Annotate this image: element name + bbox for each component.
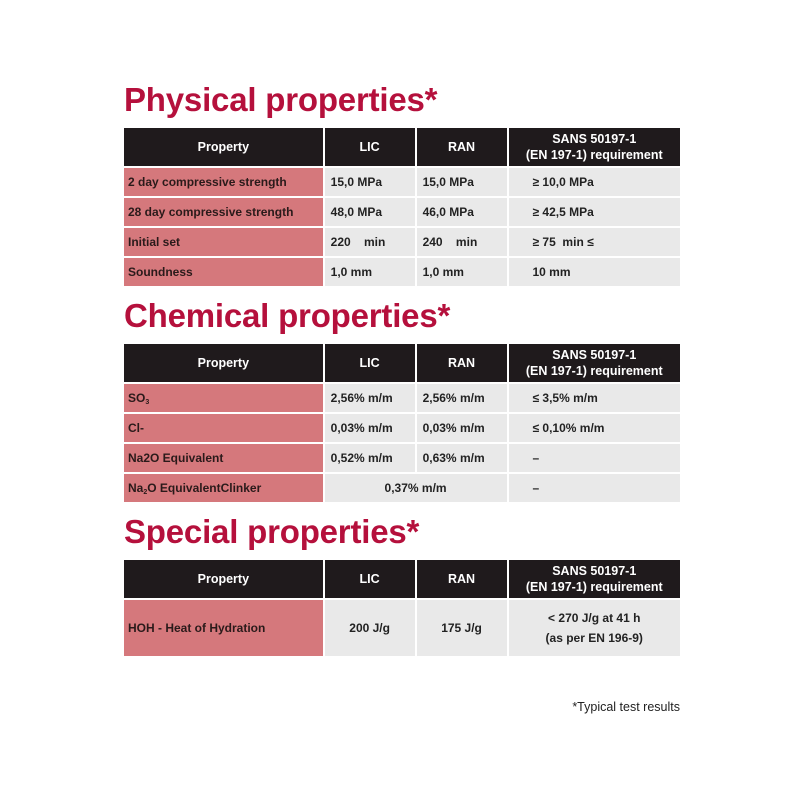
table-row: Soundness 1,0 mm 1,0 mm 10 mm [124, 258, 680, 286]
properties-sheet: Physical properties* Property LIC RAN SA… [124, 80, 680, 658]
property-subscript: 2 [143, 488, 148, 496]
requirement-cell: ≤ 3,5% m/m [508, 384, 680, 412]
special-properties-section: Special properties* Property LIC RAN SAN… [124, 512, 680, 658]
header-requirement: SANS 50197-1 (EN 197-1) requirement [508, 344, 680, 382]
table-row: Na2O EquivalentClinker 0,37% m/m – [124, 474, 680, 502]
ran-cell: 240 min [416, 228, 507, 256]
table-row: SO3 2,56% m/m 2,56% m/m ≤ 3,5% m/m [124, 384, 680, 412]
requirement-cell: ≤ 0,10% m/m [508, 414, 680, 442]
table-row: Na2O Equivalent 0,52% m/m 0,63% m/m – [124, 444, 680, 472]
property-cell: 28 day compressive strength [124, 198, 323, 226]
header-requirement-line1: SANS 50197-1 [552, 348, 637, 362]
table-row: 28 day compressive strength 48,0 MPa 46,… [124, 198, 680, 226]
header-ran: RAN [416, 560, 507, 598]
property-cell: HOH - Heat of Hydration [124, 600, 323, 656]
ran-cell: 175 J/g [416, 600, 507, 656]
property-cell: SO3 [124, 384, 323, 412]
requirement-cell: ≥ 75 min ≤ [508, 228, 680, 256]
chemical-properties-section: Chemical properties* Property LIC RAN SA… [124, 296, 680, 504]
ran-cell: 46,0 MPa [416, 198, 507, 226]
header-requirement: SANS 50197-1 (EN 197-1) requirement [508, 128, 680, 166]
property-subscript: 3 [145, 398, 150, 406]
chemical-properties-table: Property LIC RAN SANS 50197-1 (EN 197-1)… [122, 342, 682, 504]
ran-cell: 0,03% m/m [416, 414, 507, 442]
merged-value-cell: 0,37% m/m [324, 474, 507, 502]
lic-cell: 200 J/g [324, 600, 415, 656]
property-cell: Na2O Equivalent [124, 444, 323, 472]
requirement-line2: (as per EN 196-9) [545, 631, 643, 645]
requirement-cell: ≥ 42,5 MPa [508, 198, 680, 226]
header-requirement-line2: (EN 197-1) requirement [525, 364, 663, 378]
header-property: Property [124, 560, 323, 598]
requirement-cell: ≥ 10,0 MPa [508, 168, 680, 196]
property-cell: Soundness [124, 258, 323, 286]
property-text-rest: O EquivalentClinker [147, 480, 262, 495]
header-ran: RAN [416, 128, 507, 166]
header-lic: LIC [324, 560, 415, 598]
property-text: Na [128, 480, 144, 495]
requirement-cell: – [508, 444, 680, 472]
ran-cell: 0,63% m/m [416, 444, 507, 472]
header-property: Property [124, 344, 323, 382]
property-cell: Na2O EquivalentClinker [124, 474, 323, 502]
header-requirement-line1: SANS 50197-1 [552, 132, 637, 146]
lic-cell: 2,56% m/m [324, 384, 415, 412]
header-ran: RAN [416, 344, 507, 382]
requirement-cell: – [508, 474, 680, 502]
lic-cell: 0,03% m/m [324, 414, 415, 442]
header-lic: LIC [324, 344, 415, 382]
requirement-line1: < 270 J/g at 41 h [548, 611, 641, 625]
physical-properties-table: Property LIC RAN SANS 50197-1 (EN 197-1)… [122, 126, 682, 288]
header-lic: LIC [324, 128, 415, 166]
ran-cell: 2,56% m/m [416, 384, 507, 412]
lic-cell: 0,52% m/m [324, 444, 415, 472]
lic-cell: 15,0 MPa [324, 168, 415, 196]
ran-cell: 15,0 MPa [416, 168, 507, 196]
property-cell: Initial set [124, 228, 323, 256]
table-row: HOH - Heat of Hydration 200 J/g 175 J/g … [124, 600, 680, 656]
requirement-cell: 10 mm [508, 258, 680, 286]
header-property: Property [124, 128, 323, 166]
special-properties-title: Special properties* [124, 513, 420, 550]
physical-properties-section: Physical properties* Property LIC RAN SA… [124, 80, 680, 288]
property-cell: 2 day compressive strength [124, 168, 323, 196]
requirement-cell: < 270 J/g at 41 h (as per EN 196-9) [508, 600, 680, 656]
header-requirement-line1: SANS 50197-1 [552, 564, 637, 578]
table-row: Cl- 0,03% m/m 0,03% m/m ≤ 0,10% m/m [124, 414, 680, 442]
table-header-row: Property LIC RAN SANS 50197-1 (EN 197-1)… [124, 128, 680, 166]
chemical-properties-title: Chemical properties* [124, 297, 451, 334]
table-header-row: Property LIC RAN SANS 50197-1 (EN 197-1)… [124, 344, 680, 382]
property-cell: Cl- [124, 414, 323, 442]
property-text: SO [128, 390, 146, 405]
physical-properties-title: Physical properties* [124, 81, 438, 118]
special-properties-table: Property LIC RAN SANS 50197-1 (EN 197-1)… [122, 558, 682, 658]
header-requirement-line2: (EN 197-1) requirement [525, 148, 663, 162]
lic-cell: 48,0 MPa [324, 198, 415, 226]
footnote: *Typical test results [572, 700, 680, 714]
ran-cell: 1,0 mm [416, 258, 507, 286]
table-row: Initial set 220 min 240 min ≥ 75 min ≤ [124, 228, 680, 256]
lic-cell: 1,0 mm [324, 258, 415, 286]
lic-cell: 220 min [324, 228, 415, 256]
header-requirement: SANS 50197-1 (EN 197-1) requirement [508, 560, 680, 598]
header-requirement-line2: (EN 197-1) requirement [525, 580, 663, 594]
table-row: 2 day compressive strength 15,0 MPa 15,0… [124, 168, 680, 196]
table-header-row: Property LIC RAN SANS 50197-1 (EN 197-1)… [124, 560, 680, 598]
